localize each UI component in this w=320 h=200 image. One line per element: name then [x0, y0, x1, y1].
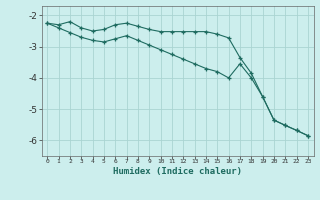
X-axis label: Humidex (Indice chaleur): Humidex (Indice chaleur) — [113, 167, 242, 176]
